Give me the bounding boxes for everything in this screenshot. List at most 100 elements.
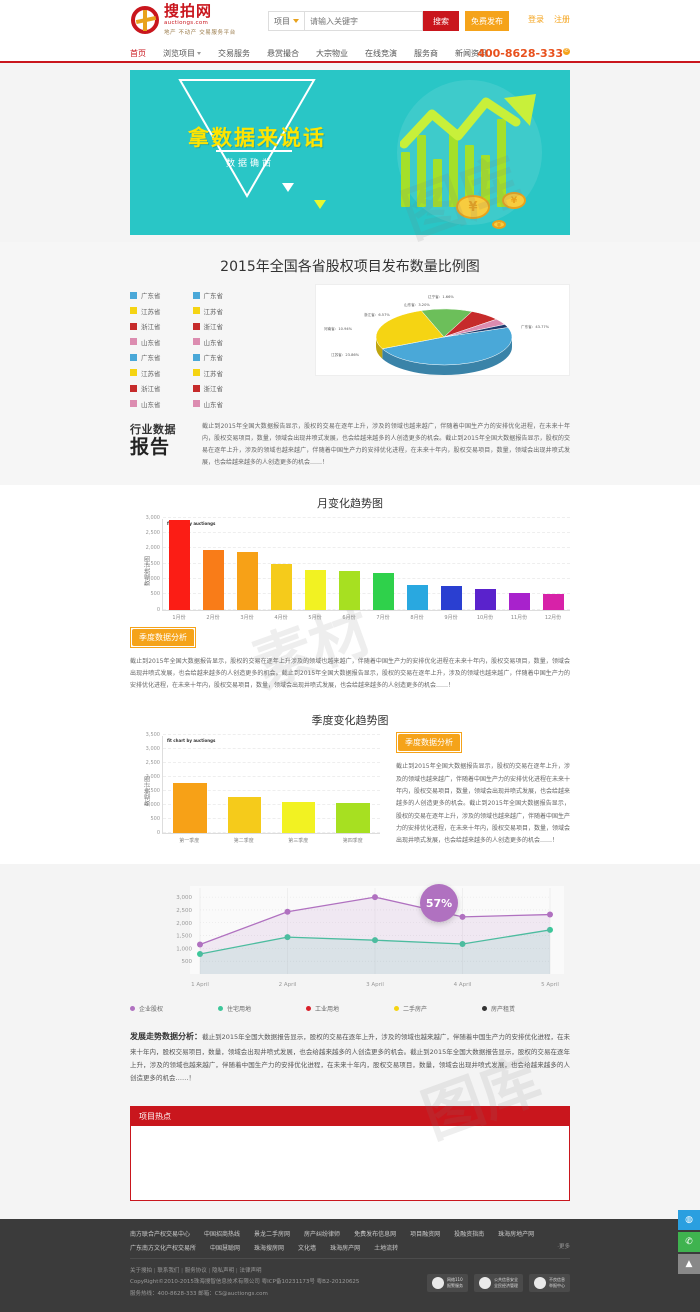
footer-link[interactable]: 南方联合产权交易中心	[130, 1230, 191, 1238]
pie-legend-item[interactable]: 江苏省	[130, 306, 193, 316]
footer-bottom-link[interactable]: 法律声明	[239, 1267, 262, 1274]
pie-legend-item[interactable]: 浙江省	[130, 321, 193, 331]
pie-legend-item[interactable]: 广东省	[192, 352, 256, 362]
nav-item-0[interactable]: 首页	[130, 48, 146, 59]
bar[interactable]	[227, 796, 262, 834]
certification-badge[interactable]: 公共信息安全 全民经济管理	[474, 1274, 523, 1293]
data-point[interactable]	[372, 894, 378, 901]
line-legend-item[interactable]: 房产租赁	[482, 1004, 570, 1013]
bar-column[interactable]	[536, 519, 570, 610]
footer-link[interactable]: 文化墙	[298, 1244, 317, 1252]
pie-legend-item[interactable]: 浙江省	[192, 321, 256, 331]
bar-column[interactable]	[367, 519, 401, 610]
site-logo[interactable]: 搜拍网 auctiongs.com 地产 不动产 交易服务平台	[130, 3, 236, 36]
footer-link[interactable]: 投融资指南	[454, 1230, 485, 1238]
footer-link[interactable]: 珠海房地产网	[498, 1230, 535, 1238]
pie-legend-item[interactable]: 江苏省	[130, 368, 193, 378]
footer-bottom-link[interactable]: 隐私声明	[212, 1267, 235, 1274]
footer-bottom-link[interactable]: 关于搜拍	[130, 1267, 153, 1274]
bar[interactable]	[474, 589, 496, 610]
wechat-icon[interactable]: ✆	[678, 1232, 700, 1252]
line-legend-item[interactable]: 二手房产	[394, 1004, 482, 1013]
nav-item-1[interactable]: 浏览项目	[163, 48, 201, 59]
pie-legend-item[interactable]: 江苏省	[192, 306, 256, 316]
data-point[interactable]	[547, 911, 553, 918]
footer-link[interactable]: 房产纠纷律师	[304, 1230, 341, 1238]
pie-slice[interactable]	[443, 324, 509, 338]
data-point[interactable]	[197, 951, 203, 958]
search-input[interactable]	[305, 11, 423, 31]
bar-column[interactable]	[434, 519, 468, 610]
pie-legend-item[interactable]: 山东省	[192, 337, 256, 347]
data-point[interactable]	[197, 941, 203, 948]
line-legend-item[interactable]: 工业用地	[306, 1004, 394, 1013]
bar[interactable]	[203, 549, 225, 610]
publish-button[interactable]: 免费发布	[465, 11, 509, 31]
data-point[interactable]	[372, 937, 378, 944]
pie-legend-item[interactable]: 江苏省	[192, 368, 256, 378]
footer-more-link[interactable]: ·更多	[557, 1243, 570, 1250]
bar-column[interactable]	[400, 519, 434, 610]
bar-column[interactable]	[326, 736, 380, 834]
pie-legend-item[interactable]: 山东省	[192, 399, 256, 409]
pie-slice[interactable]	[381, 327, 513, 366]
bar-column[interactable]	[163, 519, 197, 610]
back-to-top-icon[interactable]: ▲	[678, 1254, 700, 1274]
footer-link[interactable]: 珠海房产网	[330, 1244, 361, 1252]
nav-item-6[interactable]: 服务商	[414, 48, 438, 59]
bar[interactable]	[336, 802, 370, 834]
bar[interactable]	[542, 593, 564, 610]
footer-link[interactable]: 中国慧聪网	[210, 1244, 241, 1252]
pie-legend-item[interactable]: 广东省	[130, 290, 193, 300]
bar[interactable]	[372, 573, 394, 610]
footer-link[interactable]: 广东南方文化产权交易所	[130, 1244, 197, 1252]
footer-link[interactable]: 项目融资网	[410, 1230, 441, 1238]
bar[interactable]	[305, 570, 327, 610]
pie-legend-item[interactable]: 浙江省	[192, 383, 256, 393]
nav-item-5[interactable]: 在线竞演	[365, 48, 397, 59]
data-point[interactable]	[547, 927, 553, 934]
nav-item-4[interactable]: 大宗物业	[316, 48, 348, 59]
pie-slice[interactable]	[375, 310, 445, 350]
bar[interactable]	[339, 570, 361, 610]
certification-badge[interactable]: 不良信息 举报中心	[529, 1274, 570, 1293]
line-legend-item[interactable]: 企业股权	[130, 1004, 218, 1013]
bar[interactable]	[508, 592, 530, 610]
certification-badge[interactable]: 网络110 报警服务	[427, 1274, 468, 1293]
bar[interactable]	[237, 552, 259, 610]
footer-bottom-link[interactable]: 服务协议	[184, 1267, 207, 1274]
search-category-select[interactable]: 项目	[268, 11, 305, 31]
bar-column[interactable]	[272, 736, 326, 834]
nav-item-3[interactable]: 悬赏撮合	[267, 48, 299, 59]
data-point[interactable]	[284, 934, 291, 941]
nav-item-7[interactable]: 新闻资讯	[455, 48, 487, 59]
bar-column[interactable]	[299, 519, 333, 610]
bar-column[interactable]	[163, 736, 217, 834]
bar-column[interactable]	[333, 519, 367, 610]
footer-link[interactable]: 景龙二手房网	[254, 1230, 291, 1238]
data-point[interactable]	[459, 914, 466, 921]
bar[interactable]	[173, 783, 207, 834]
footer-link[interactable]: 土地流转	[374, 1244, 399, 1252]
bar-column[interactable]	[197, 519, 231, 610]
pie-legend-item[interactable]: 广东省	[130, 352, 193, 362]
login-link[interactable]: 登录	[528, 15, 544, 24]
pie-legend-item[interactable]: 浙江省	[130, 383, 193, 393]
data-point[interactable]	[284, 909, 291, 916]
bar[interactable]	[440, 586, 462, 610]
data-point[interactable]	[459, 941, 466, 948]
search-button[interactable]: 搜索	[423, 11, 459, 31]
footer-link[interactable]: 中国招商热线	[204, 1230, 241, 1238]
line-legend-item[interactable]: 住宅用地	[218, 1004, 306, 1013]
bar-column[interactable]	[217, 736, 271, 834]
pie-legend-item[interactable]: 山东省	[130, 337, 193, 347]
pie-legend-item[interactable]: 广东省	[192, 290, 256, 300]
bar-column[interactable]	[502, 519, 536, 610]
footer-link[interactable]: 珠海搜房网	[254, 1244, 285, 1252]
nav-item-2[interactable]: 交易服务	[218, 48, 250, 59]
footer-link[interactable]: 免费发布信息网	[354, 1230, 397, 1238]
bar-column[interactable]	[265, 519, 299, 610]
bar[interactable]	[271, 563, 293, 610]
bar-column[interactable]	[468, 519, 502, 610]
footer-bottom-link[interactable]: 联系我们	[157, 1267, 180, 1274]
